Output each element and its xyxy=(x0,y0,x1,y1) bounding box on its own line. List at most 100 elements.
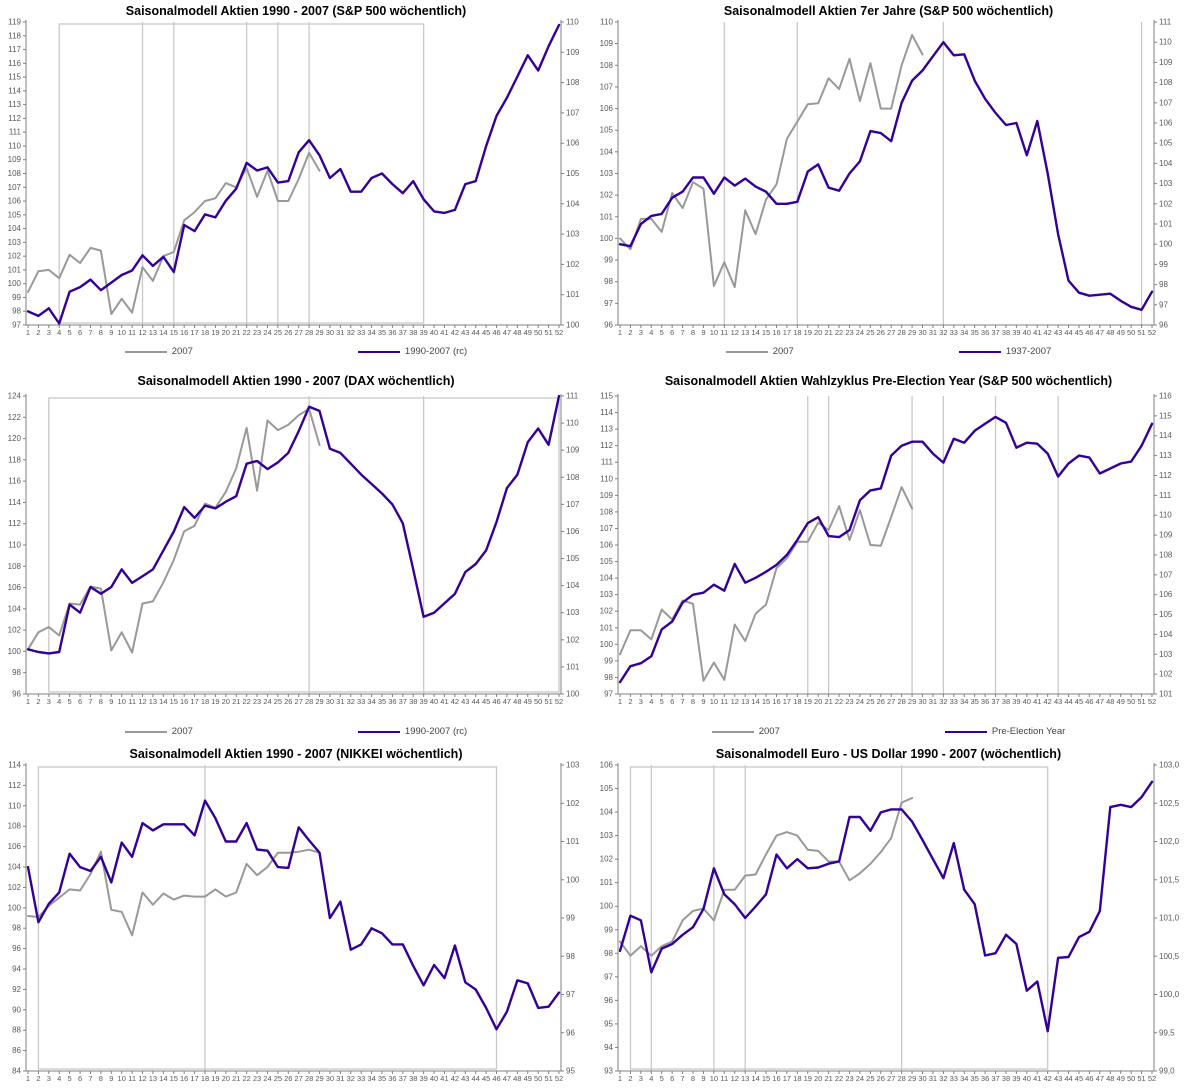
svg-text:11: 11 xyxy=(128,328,136,337)
svg-text:28: 28 xyxy=(305,328,313,337)
svg-text:4: 4 xyxy=(649,697,653,706)
svg-text:32: 32 xyxy=(347,697,355,706)
svg-text:46: 46 xyxy=(492,1074,500,1083)
svg-text:1: 1 xyxy=(26,697,30,706)
chart-title: Saisonalmodell Euro - US Dollar 1990 - 2… xyxy=(715,747,1062,761)
svg-text:49: 49 xyxy=(524,697,532,706)
svg-text:8: 8 xyxy=(691,1074,695,1083)
legend-label: 1990-2007 (rc) xyxy=(404,726,468,737)
svg-text:103: 103 xyxy=(1159,650,1173,659)
svg-text:103: 103 xyxy=(566,608,580,617)
svg-text:104: 104 xyxy=(600,147,614,156)
y-axis-left-labels: 96 98 100 102 104 106 108 110 112 114 116 118 120 122… xyxy=(8,392,26,699)
svg-text:98: 98 xyxy=(12,668,21,677)
svg-text:50: 50 xyxy=(1127,328,1135,337)
svg-text:100,0: 100,0 xyxy=(1159,990,1180,999)
svg-text:35: 35 xyxy=(378,1074,386,1083)
svg-text:4: 4 xyxy=(57,1074,61,1083)
svg-text:7: 7 xyxy=(88,328,92,337)
legend: 2007 Pre-Election Year xyxy=(592,726,1185,737)
svg-text:111: 111 xyxy=(1159,491,1172,500)
svg-text:101: 101 xyxy=(8,265,22,274)
svg-text:30: 30 xyxy=(326,697,334,706)
legend-line-seasonal-icon xyxy=(357,730,400,733)
svg-text:34: 34 xyxy=(367,328,375,337)
svg-text:42: 42 xyxy=(1044,328,1052,337)
svg-text:26: 26 xyxy=(877,697,885,706)
svg-text:101,0: 101,0 xyxy=(1159,914,1180,923)
svg-text:96: 96 xyxy=(566,1028,575,1037)
svg-text:7: 7 xyxy=(681,1074,685,1083)
svg-text:3: 3 xyxy=(639,697,643,706)
svg-text:100: 100 xyxy=(566,690,580,699)
svg-text:104: 104 xyxy=(8,224,22,233)
svg-text:47: 47 xyxy=(1096,328,1104,337)
legend-label: 2007 xyxy=(171,726,193,737)
svg-text:17: 17 xyxy=(190,328,198,337)
annotation-box xyxy=(48,397,560,693)
svg-text:33: 33 xyxy=(357,328,365,337)
y-axis-left-labels: 93 94 95 96 97 98 99 100 101 102 103 104 105 106 xyxy=(600,761,618,1076)
svg-text:43: 43 xyxy=(1054,1074,1062,1083)
svg-text:105: 105 xyxy=(600,126,614,135)
svg-text:102: 102 xyxy=(8,883,22,892)
svg-text:24: 24 xyxy=(856,328,864,337)
svg-text:46: 46 xyxy=(1085,1074,1093,1083)
svg-text:102: 102 xyxy=(566,260,580,269)
svg-text:52: 52 xyxy=(555,328,563,337)
svg-text:97: 97 xyxy=(604,972,613,981)
svg-text:26: 26 xyxy=(284,328,292,337)
svg-text:108: 108 xyxy=(566,78,580,87)
svg-text:51: 51 xyxy=(1137,697,1145,706)
svg-text:16: 16 xyxy=(180,328,188,337)
legend-line-2007-icon xyxy=(725,350,768,353)
svg-text:44: 44 xyxy=(1064,697,1072,706)
svg-text:38: 38 xyxy=(1002,328,1010,337)
svg-text:21: 21 xyxy=(824,1074,832,1083)
svg-text:3: 3 xyxy=(47,328,51,337)
svg-text:36: 36 xyxy=(388,1074,396,1083)
chart-canvas-sp500-seasonal: 9798991001011021031041051061071081091101… xyxy=(8,18,580,338)
svg-text:52: 52 xyxy=(1148,697,1156,706)
svg-text:100: 100 xyxy=(8,279,22,288)
annotation-box xyxy=(629,766,1049,1070)
svg-text:106: 106 xyxy=(8,197,22,206)
svg-text:1: 1 xyxy=(618,328,622,337)
svg-text:102,0: 102,0 xyxy=(1159,837,1180,846)
svg-text:38: 38 xyxy=(1002,697,1010,706)
svg-text:7: 7 xyxy=(88,697,92,706)
svg-text:100,5: 100,5 xyxy=(1159,952,1180,961)
svg-text:15: 15 xyxy=(170,1074,178,1083)
svg-text:28: 28 xyxy=(897,1074,905,1083)
x-axis-labels: 1 2 3 4 5 6 7 8 9 10 11 12 13 14 15 16 17 18 19 20 21 22 23 24 2… xyxy=(26,694,563,706)
y-axis-right-labels: 96 97 98 99 100 101 102 103 104 105 106 107 108 109 11… xyxy=(1154,18,1173,330)
series-2007 xyxy=(619,486,914,682)
svg-text:24: 24 xyxy=(856,1074,864,1083)
svg-text:104: 104 xyxy=(600,574,614,583)
svg-text:45: 45 xyxy=(1075,328,1083,337)
svg-text:115: 115 xyxy=(8,73,21,82)
chart-canvas-sp500-pre-election: 9798991001011021031041051061071081091101… xyxy=(600,392,1173,707)
svg-text:14: 14 xyxy=(159,697,167,706)
svg-text:43: 43 xyxy=(461,328,469,337)
svg-text:8: 8 xyxy=(99,697,103,706)
svg-text:116: 116 xyxy=(8,59,21,68)
svg-text:37: 37 xyxy=(399,697,407,706)
svg-text:10: 10 xyxy=(710,1074,718,1083)
svg-text:7: 7 xyxy=(88,1074,92,1083)
svg-text:10: 10 xyxy=(710,697,718,706)
svg-text:31: 31 xyxy=(336,328,344,337)
svg-text:98: 98 xyxy=(604,277,613,286)
legend-label: 1990-2007 (rc) xyxy=(404,346,468,357)
svg-text:42: 42 xyxy=(451,328,459,337)
svg-text:33: 33 xyxy=(357,697,365,706)
svg-text:112: 112 xyxy=(8,519,21,528)
svg-text:114: 114 xyxy=(600,408,613,417)
svg-text:122: 122 xyxy=(8,413,22,422)
svg-text:22: 22 xyxy=(835,328,843,337)
svg-text:38: 38 xyxy=(409,328,417,337)
annotation-box xyxy=(37,766,498,1070)
svg-text:11: 11 xyxy=(128,1074,136,1083)
svg-text:22: 22 xyxy=(242,697,250,706)
svg-text:15: 15 xyxy=(762,697,770,706)
